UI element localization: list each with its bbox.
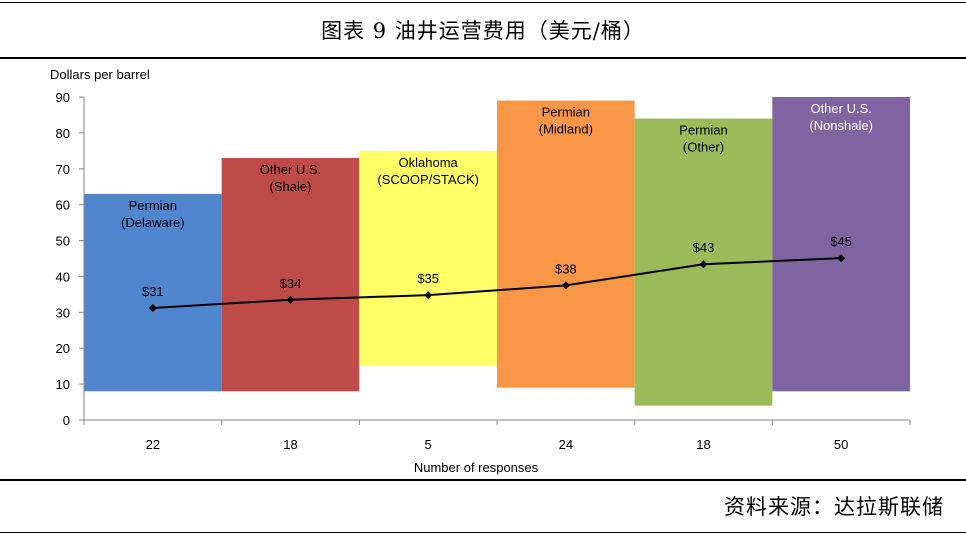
y-tick-label: 70 (56, 162, 70, 177)
category-label: Permian (542, 105, 590, 120)
category-label: (Other) (683, 140, 724, 155)
category-label: Other U.S. (810, 101, 871, 116)
y-tick-label: 90 (56, 90, 70, 105)
category-label: (Delaware) (121, 215, 185, 230)
average-marker (561, 281, 570, 290)
category-label: Permian (129, 198, 177, 213)
figure-title: 图表 9 油井运营费用（美元/桶） (321, 19, 645, 43)
x-axis-label: Number of responses (414, 460, 539, 475)
title-rule (0, 57, 966, 59)
category-label: Oklahoma (399, 155, 459, 170)
x-tick-label: 24 (559, 437, 573, 452)
y-tick-label: 0 (63, 413, 70, 428)
category-label: Permian (679, 123, 727, 138)
y-tick-label: 50 (56, 234, 70, 249)
y-tick-label: 10 (56, 377, 70, 392)
range-bar (84, 193, 222, 392)
category-label: Other U.S. (260, 162, 321, 177)
data-label: $35 (417, 271, 439, 286)
footer-rule (0, 479, 966, 481)
y-tick-label: 20 (56, 341, 70, 356)
data-label: $34 (280, 276, 302, 291)
data-label: $45 (830, 234, 852, 249)
average-line (152, 257, 842, 310)
x-tick-label: 22 (146, 437, 160, 452)
x-tick-label: 18 (283, 437, 297, 452)
source-note: 资料来源：达拉斯联储 (724, 495, 944, 519)
average-marker (148, 304, 157, 313)
data-label: $31 (142, 284, 164, 299)
category-label: (Shale) (270, 179, 312, 194)
y-tick-label: 40 (56, 269, 70, 284)
x-tick-label: 5 (425, 437, 432, 452)
range-bar (497, 100, 635, 388)
range-bar (772, 97, 910, 392)
y-axis-label: Dollars per barrel (50, 67, 150, 82)
range-bar (359, 150, 497, 367)
average-marker (286, 295, 295, 304)
data-label: $43 (693, 240, 715, 255)
y-tick-label: 30 (56, 305, 70, 320)
y-tick-label: 80 (56, 126, 70, 141)
average-marker (837, 254, 846, 263)
average-marker (424, 291, 433, 300)
data-label: $38 (555, 261, 577, 276)
category-label: (Midland) (539, 122, 593, 137)
category-label: (SCOOP/STACK) (377, 172, 479, 187)
average-marker (699, 260, 708, 269)
bottom-border (0, 532, 966, 533)
x-tick-label: 50 (834, 437, 848, 452)
x-tick-label: 18 (696, 437, 710, 452)
range-bar (221, 158, 360, 392)
top-border (0, 2, 966, 3)
category-label: (Nonshale) (809, 118, 873, 133)
y-tick-label: 60 (56, 198, 70, 213)
